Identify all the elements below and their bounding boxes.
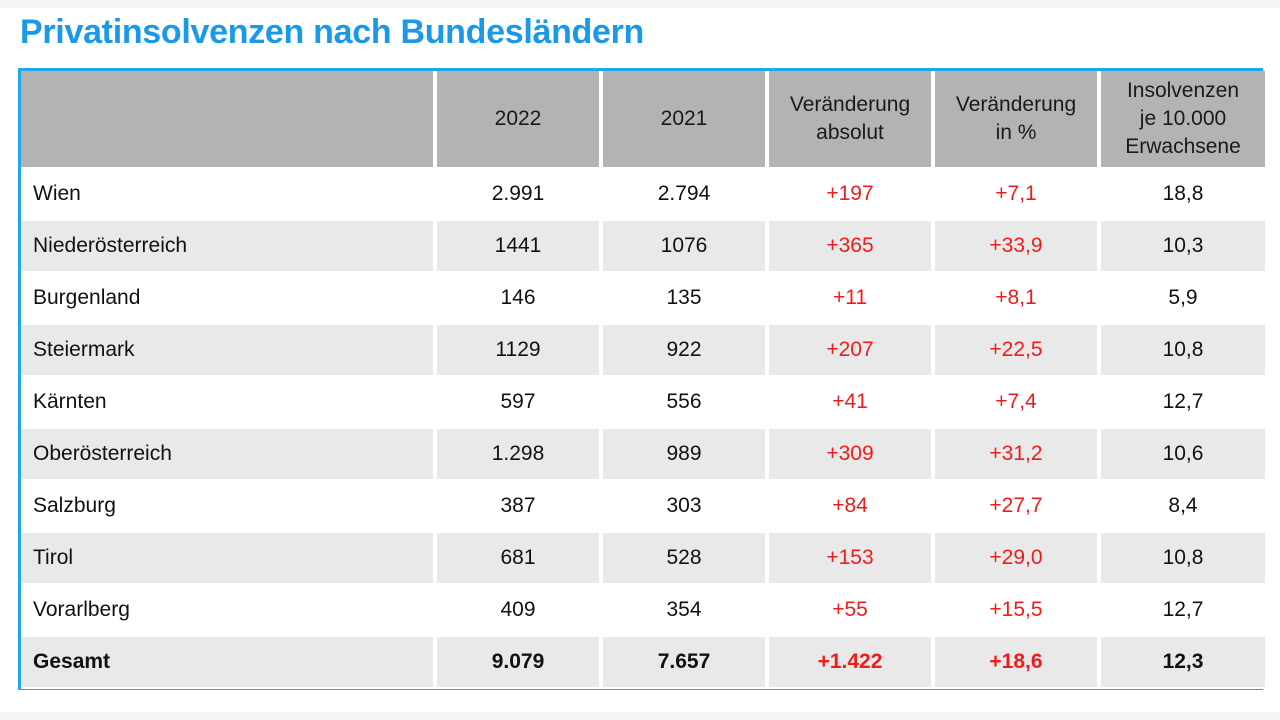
header-2021-label: 2021	[660, 107, 708, 130]
cell-2021: 303	[601, 480, 769, 533]
table-header-row: 2022 2021 Veränderung absolut Veränderun…	[21, 71, 1265, 169]
cell-2022: 2.991	[435, 168, 603, 221]
cell-2021-total: 7.657	[601, 636, 769, 689]
table-row-wien: Wien 2.991 2.794 +197 +7,1 18,8	[21, 168, 1265, 221]
cell-2021: 2.794	[601, 168, 769, 221]
header-change-percent-line1: Veränderung	[955, 93, 1077, 116]
header-change-absolute-line2: absolut	[816, 121, 884, 144]
header-region	[21, 71, 437, 169]
cell-2022: 681	[435, 532, 603, 585]
table-row-niederoesterreich: Niederösterreich 1441 1076 +365 +33,9 10…	[21, 220, 1265, 273]
cell-per-10000: 10,8	[1099, 324, 1265, 377]
cell-per-10000: 12,7	[1099, 376, 1265, 429]
cell-change-percent: +31,2	[933, 428, 1101, 481]
header-2022-label: 2022	[494, 107, 542, 130]
insolvency-table-frame: 2022 2021 Veränderung absolut Veränderun…	[18, 68, 1265, 690]
cell-per-10000: 8,4	[1099, 480, 1265, 533]
cell-region: Vorarlberg	[21, 584, 437, 637]
cell-2021: 1076	[601, 220, 769, 273]
cell-per-10000-total: 12,3	[1099, 636, 1265, 689]
cell-change-absolute: +153	[767, 532, 935, 585]
cell-change-percent: +8,1	[933, 272, 1101, 325]
cell-change-absolute: +11	[767, 272, 935, 325]
header-change-percent: Veränderung in %	[933, 71, 1101, 169]
cell-change-absolute: +365	[767, 220, 935, 273]
cell-change-percent-total: +18,6	[933, 636, 1101, 689]
cell-per-10000: 12,7	[1099, 584, 1265, 637]
cell-change-absolute: +41	[767, 376, 935, 429]
header-per-10000-line2: je 10.000	[1139, 107, 1227, 130]
page-title: Privatinsolvenzen nach Bundesländern	[20, 13, 645, 51]
cell-2022: 597	[435, 376, 603, 429]
table-row-steiermark: Steiermark 1129 922 +207 +22,5 10,8	[21, 324, 1265, 377]
cell-region-total: Gesamt	[21, 636, 437, 689]
cell-change-percent: +22,5	[933, 324, 1101, 377]
cell-change-absolute: +84	[767, 480, 935, 533]
table-row-burgenland: Burgenland 146 135 +11 +8,1 5,9	[21, 272, 1265, 325]
cell-2021: 528	[601, 532, 769, 585]
cell-2021: 989	[601, 428, 769, 481]
cell-2022: 387	[435, 480, 603, 533]
cell-2022: 409	[435, 584, 603, 637]
insolvency-table: 2022 2021 Veränderung absolut Veränderun…	[21, 71, 1265, 689]
cell-change-percent: +15,5	[933, 584, 1101, 637]
cell-2021: 556	[601, 376, 769, 429]
cell-region: Niederösterreich	[21, 220, 437, 273]
cell-region: Oberösterreich	[21, 428, 437, 481]
table-row-salzburg: Salzburg 387 303 +84 +27,7 8,4	[21, 480, 1265, 533]
cell-2022: 1.298	[435, 428, 603, 481]
cell-per-10000: 10,8	[1099, 532, 1265, 585]
header-2021: 2021	[601, 71, 769, 169]
header-change-percent-line2: in %	[995, 121, 1037, 144]
cell-change-absolute: +197	[767, 168, 935, 221]
top-strip	[0, 0, 1280, 8]
cell-per-10000: 5,9	[1099, 272, 1265, 325]
cell-2021: 922	[601, 324, 769, 377]
cell-2022: 1129	[435, 324, 603, 377]
header-per-10000-line3: Erwachsene	[1125, 135, 1241, 158]
cell-change-absolute: +55	[767, 584, 935, 637]
cell-change-absolute: +207	[767, 324, 935, 377]
table-row-kaernten: Kärnten 597 556 +41 +7,4 12,7	[21, 376, 1265, 429]
header-change-absolute: Veränderung absolut	[767, 71, 935, 169]
header-change-absolute-line1: Veränderung	[789, 93, 911, 116]
cell-2021: 135	[601, 272, 769, 325]
cell-per-10000: 18,8	[1099, 168, 1265, 221]
header-per-10000-line1: Insolvenzen	[1126, 79, 1240, 102]
cell-per-10000: 10,6	[1099, 428, 1265, 481]
cell-change-absolute-total: +1.422	[767, 636, 935, 689]
table-row-total: Gesamt 9.079 7.657 +1.422 +18,6 12,3	[21, 636, 1265, 689]
cell-2022: 1441	[435, 220, 603, 273]
cell-2021: 354	[601, 584, 769, 637]
cell-region: Burgenland	[21, 272, 437, 325]
cell-change-percent: +29,0	[933, 532, 1101, 585]
cell-change-percent: +27,7	[933, 480, 1101, 533]
cell-2022-total: 9.079	[435, 636, 603, 689]
cell-region: Steiermark	[21, 324, 437, 377]
table-row-vorarlberg: Vorarlberg 409 354 +55 +15,5 12,7	[21, 584, 1265, 637]
cell-region: Tirol	[21, 532, 437, 585]
cell-change-absolute: +309	[767, 428, 935, 481]
cell-2022: 146	[435, 272, 603, 325]
cell-region: Salzburg	[21, 480, 437, 533]
cell-region: Wien	[21, 168, 437, 221]
bottom-strip	[0, 712, 1280, 720]
cell-region: Kärnten	[21, 376, 437, 429]
cell-change-percent: +7,4	[933, 376, 1101, 429]
table-row-oberoesterreich: Oberösterreich 1.298 989 +309 +31,2 10,6	[21, 428, 1265, 481]
header-per-10000-adults: Insolvenzen je 10.000 Erwachsene	[1099, 71, 1265, 169]
table-row-tirol: Tirol 681 528 +153 +29,0 10,8	[21, 532, 1265, 585]
cell-per-10000: 10,3	[1099, 220, 1265, 273]
cell-change-percent: +33,9	[933, 220, 1101, 273]
header-2022: 2022	[435, 71, 603, 169]
cell-change-percent: +7,1	[933, 168, 1101, 221]
